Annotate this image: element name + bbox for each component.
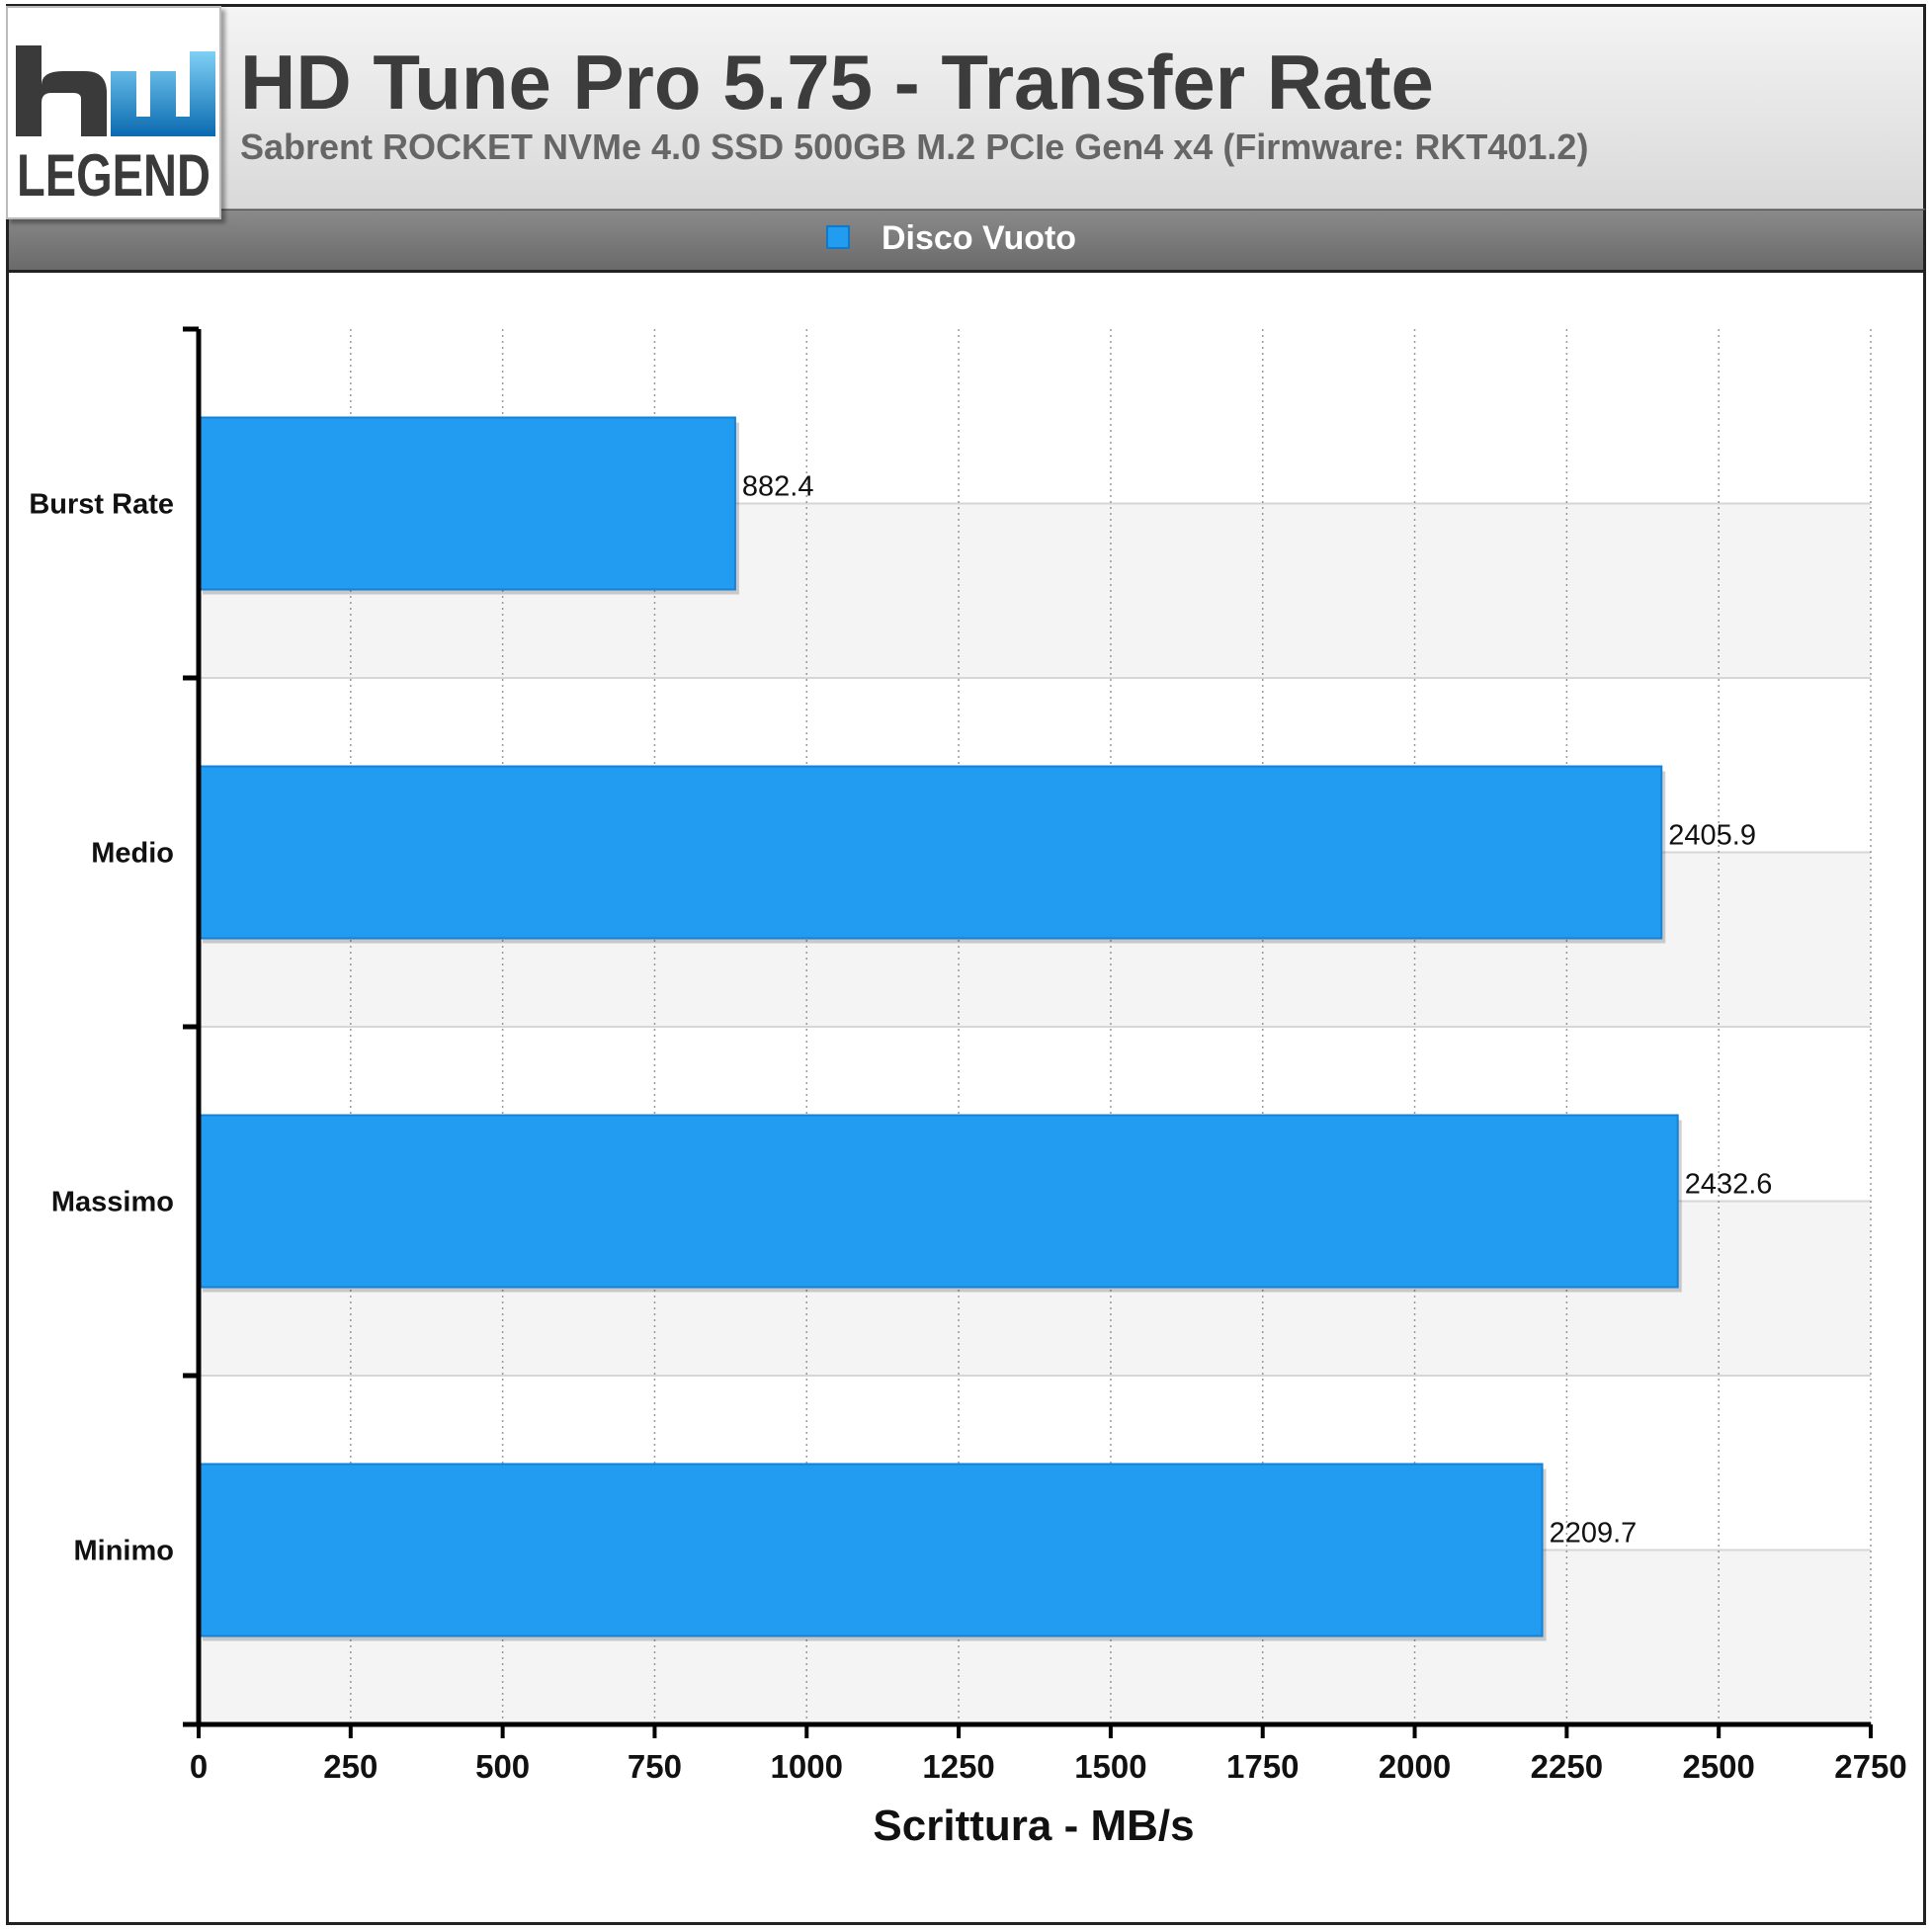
- value-label: 882.4: [742, 471, 814, 503]
- hwlegend-logo: LEGEND: [6, 6, 221, 219]
- x-tick-label: 2250: [1531, 1748, 1603, 1785]
- value-label: 2209.7: [1550, 1518, 1638, 1550]
- category-label: Medio: [91, 838, 174, 870]
- x-tick-label: 250: [323, 1748, 378, 1785]
- category-label: Minimo: [74, 1536, 175, 1567]
- value-label: 2405.9: [1668, 820, 1756, 852]
- category-labels: Burst Rate Medio Massimo Minimo: [29, 489, 174, 1567]
- x-tick-label: 1250: [922, 1748, 994, 1785]
- chart-title: HD Tune Pro 5.75 - Transfer Rate: [240, 39, 1434, 126]
- x-tick-label: 1750: [1226, 1748, 1299, 1785]
- x-tick-label: 2750: [1834, 1748, 1906, 1785]
- logo-graphic: LEGEND: [16, 45, 215, 209]
- legend-label: Disco Vuoto: [882, 219, 1077, 257]
- bar: [198, 1463, 1544, 1637]
- x-tick-label: 2500: [1682, 1748, 1754, 1785]
- chart-header: [6, 4, 1926, 210]
- logo-text: LEGEND: [17, 142, 210, 209]
- value-labels: 882.4 2405.9 2432.6 2209.7: [742, 471, 1772, 1550]
- bar: [198, 765, 1663, 940]
- legend-swatch: [826, 225, 850, 249]
- bars: [198, 416, 1682, 1641]
- bar: [198, 416, 736, 591]
- x-tick-label: 500: [475, 1748, 530, 1785]
- x-tick-label: 2000: [1379, 1748, 1451, 1785]
- value-label: 2432.6: [1685, 1169, 1773, 1201]
- bar: [198, 1114, 1679, 1289]
- x-tick-label: 750: [628, 1748, 682, 1785]
- x-tick-label: 1500: [1074, 1748, 1146, 1785]
- chart-subtitle: Sabrent ROCKET NVMe 4.0 SSD 500GB M.2 PC…: [240, 126, 1589, 167]
- category-label: Massimo: [51, 1187, 174, 1218]
- category-label: Burst Rate: [29, 489, 174, 521]
- x-tick-label: 0: [190, 1748, 208, 1785]
- x-tick-labels: 0 250 500 750 1000 1250 1500 1750 2000 2250 2500 27…: [190, 1748, 1907, 1785]
- x-tick-label: 1000: [771, 1748, 843, 1785]
- x-axis-title: Scrittura - MB/s: [873, 1802, 1194, 1850]
- axes: [183, 326, 1873, 1738]
- legend-bar: [6, 210, 1926, 273]
